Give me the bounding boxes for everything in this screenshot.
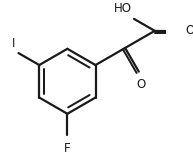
Text: F: F bbox=[64, 142, 71, 155]
Text: O: O bbox=[136, 78, 145, 91]
Text: I: I bbox=[12, 37, 15, 50]
Text: O: O bbox=[185, 24, 193, 37]
Text: HO: HO bbox=[114, 2, 132, 15]
